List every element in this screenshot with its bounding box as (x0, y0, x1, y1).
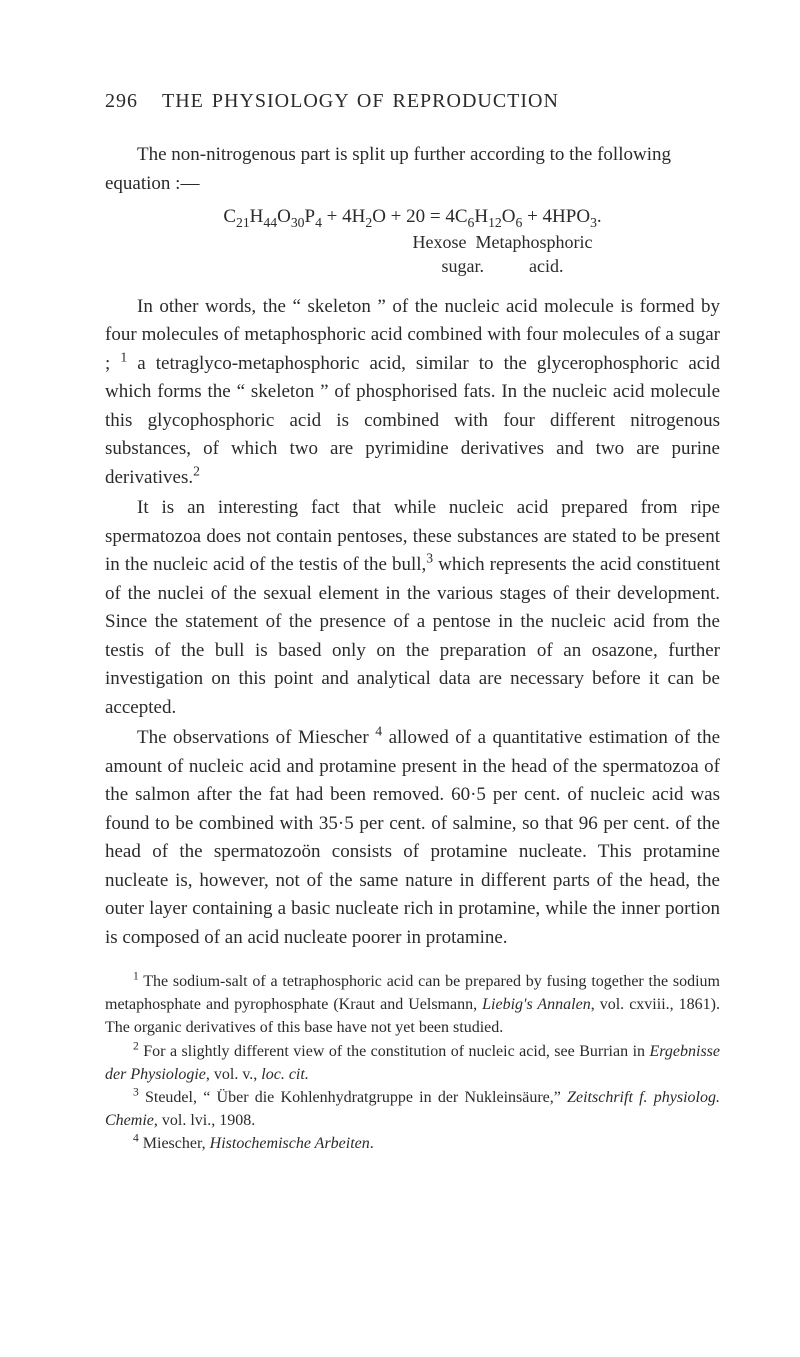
equation-formula: C21H44O30P4 + 4H2O + 20 = 4C6H12O6 + 4HP… (223, 206, 601, 227)
running-head-title: THE PHYSIOLOGY OF REPRODUCTION (162, 90, 559, 112)
equation: C21H44O30P4 + 4H2O + 20 = 4C6H12O6 + 4HP… (105, 206, 720, 228)
equation-label-metaphosphoric: Metaphosphoric (476, 232, 593, 252)
body-paragraph-2: It is an interesting fact that while nuc… (105, 494, 720, 722)
page-number: 296 (105, 90, 138, 112)
footnotes: 1 The sodium-salt of a tetraphosphoric a… (105, 970, 720, 1156)
footnote-1: 1 The sodium-salt of a tetraphosphoric a… (105, 970, 720, 1040)
footnote-2: 2 For a slightly different view of the c… (105, 1040, 720, 1086)
equation-label-hexose: Hexose (413, 232, 467, 252)
running-header: 296 THE PHYSIOLOGY OF REPRODUCTION (105, 90, 720, 113)
equation-label-acid: acid. (529, 256, 563, 276)
footnote-4: 4 Miescher, Histochemische Arbeiten. (105, 1132, 720, 1155)
body-paragraph-1: In other words, the “ skeleton ” of the … (105, 293, 720, 493)
equation-label-sugar: sugar. (442, 256, 485, 276)
page: 296 THE PHYSIOLOGY OF REPRODUCTION The n… (0, 0, 800, 1357)
equation-labels: Hexose Metaphosphoric sugar. acid. (105, 230, 720, 279)
body-paragraph-3: The observations of Miescher 4 allowed o… (105, 724, 720, 952)
footnote-3: 3 Steudel, “ Über die Kohlenhydratgruppe… (105, 1086, 720, 1132)
intro-paragraph: The non-nitrogenous part is split up fur… (105, 141, 720, 198)
